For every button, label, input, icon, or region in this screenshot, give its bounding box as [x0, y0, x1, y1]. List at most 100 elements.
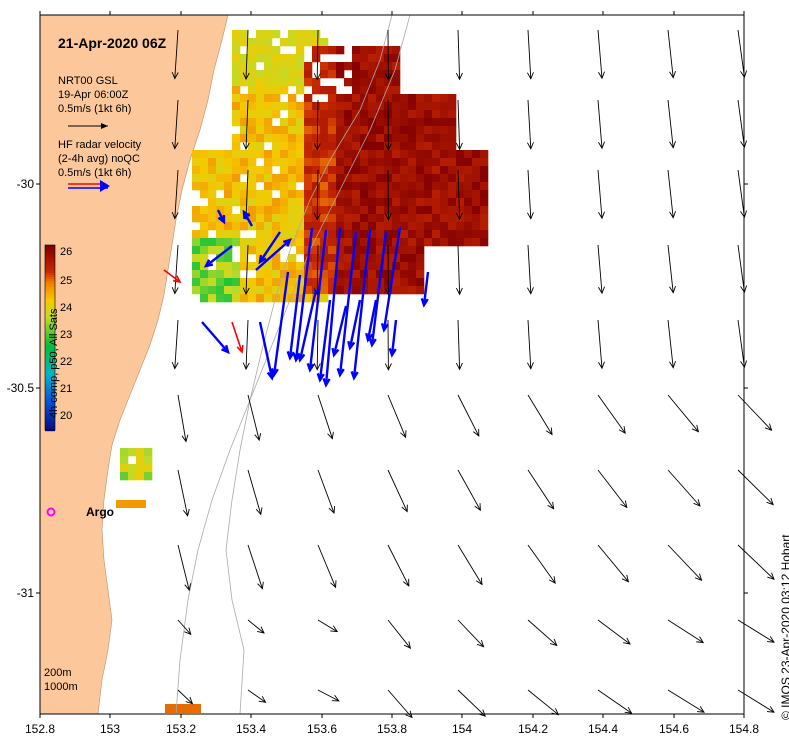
- sst-pixel: [344, 214, 353, 223]
- sst-pixel: [328, 222, 337, 231]
- model-arrow-head: [548, 576, 556, 584]
- sst-pixel: [248, 110, 257, 119]
- sst-pixel: [312, 206, 321, 215]
- legend-model-name: NRT00 GSL: [58, 75, 118, 87]
- sst-pixel: [464, 150, 473, 159]
- colorbar-swatch: [45, 297, 55, 300]
- model-arrow: [317, 469, 335, 514]
- sst-pixel: [192, 270, 201, 279]
- sst-pixel: [288, 150, 297, 159]
- sst-pixel: [376, 230, 385, 239]
- sst-pixel: [304, 94, 313, 103]
- radar-arrow-head: [266, 370, 275, 381]
- sst-pixel: [416, 118, 425, 127]
- sst-pixel: [456, 166, 465, 175]
- sst-pixel: [208, 238, 217, 247]
- sst-pixel: [224, 286, 233, 295]
- sst-pixel: [336, 70, 345, 79]
- sst-pixel: [344, 150, 353, 159]
- model-arrow: [527, 394, 553, 435]
- sst-pixel: [232, 70, 241, 79]
- sst-pixel: [256, 110, 265, 119]
- model-arrow: [177, 689, 193, 705]
- sst-pixel: [280, 86, 289, 95]
- sst-pixel: [288, 102, 297, 111]
- sst-pixel: [264, 262, 273, 271]
- sst-pixel: [312, 166, 321, 175]
- sst-pixel: [392, 262, 401, 271]
- sst-pixel: [472, 206, 481, 215]
- sst-pixel: [296, 222, 305, 231]
- colorbar-swatch: [45, 349, 55, 352]
- sst-pixel: [296, 70, 305, 79]
- sst-pixel: [272, 198, 281, 207]
- sst-pixel: [272, 238, 281, 247]
- sst-pixel: [352, 206, 361, 215]
- sst-pixel: [352, 86, 361, 95]
- sst-pixel: [392, 70, 401, 79]
- colorbar-swatch: [45, 265, 55, 268]
- sst-pixel: [208, 246, 217, 255]
- sst-pixel: [208, 150, 217, 159]
- sst-pixel: [272, 286, 281, 295]
- x-tick-label: 154.8: [728, 722, 760, 736]
- sst-pixel: [256, 102, 265, 111]
- sst-pixel: [144, 464, 153, 473]
- sst-pixel: [328, 86, 337, 95]
- sst-pixel: [376, 206, 385, 215]
- sst-pixel: [464, 190, 473, 199]
- colorbar-swatch: [45, 427, 55, 430]
- sst-pixel: [464, 166, 473, 175]
- radar-arrow-red: [231, 321, 243, 353]
- sst-pixel: [376, 86, 385, 95]
- colorbar-swatch: [45, 415, 55, 418]
- radar-arrow: [201, 321, 229, 353]
- sst-pixel: [232, 54, 241, 63]
- colorbar-swatch: [45, 279, 55, 282]
- sst-pixel: [392, 166, 401, 175]
- sst-pixel: [416, 214, 425, 223]
- sst-pixel: [336, 126, 345, 135]
- sst-pixel: [416, 190, 425, 199]
- sst-pixel: [408, 150, 417, 159]
- sst-pixel: [240, 262, 249, 271]
- sst-pixel: [440, 214, 449, 223]
- sst-pixel: [304, 126, 313, 135]
- sst-pixel: [312, 38, 321, 47]
- sst-pixel: [248, 278, 257, 287]
- sst-pixel: [344, 166, 353, 175]
- sst-pixel: [376, 262, 385, 271]
- sst-pixel: [296, 102, 305, 111]
- sst-pixel: [312, 142, 321, 151]
- sst-pixel: [216, 174, 225, 183]
- sst-pixel: [232, 158, 241, 167]
- sst-pixel: [440, 182, 449, 191]
- sst-pixel: [408, 166, 417, 175]
- sst-pixel: [248, 62, 257, 71]
- sst-pixel: [272, 94, 281, 103]
- sst-pixel: [264, 110, 273, 119]
- colorbar-swatch: [45, 341, 55, 344]
- sst-pixel: [208, 222, 217, 231]
- radar-arrow: [324, 227, 342, 386]
- sst-pixel: [304, 150, 313, 159]
- sst-pixel: [424, 94, 433, 103]
- model-arrow-head: [185, 696, 194, 705]
- sst-pixel: [392, 158, 401, 167]
- sst-pixel: [296, 190, 305, 199]
- sst-pixel: [368, 278, 377, 287]
- sst-pixel: [336, 270, 345, 279]
- sst-pixel: [280, 278, 289, 287]
- sst-pixel: [165, 704, 201, 713]
- sst-pixel: [480, 174, 489, 183]
- map-title: 21-Apr-2020 06Z: [58, 35, 167, 51]
- sst-pixel: [392, 86, 401, 95]
- sst-pixel: [304, 102, 313, 111]
- sst-pixel: [448, 206, 457, 215]
- sst-pixel: [248, 238, 257, 247]
- colorbar-swatch: [45, 335, 55, 338]
- sst-pixel: [240, 134, 249, 143]
- sst-pixel: [392, 134, 401, 143]
- model-arrow-head: [242, 287, 250, 296]
- model-arrow-head: [764, 423, 773, 432]
